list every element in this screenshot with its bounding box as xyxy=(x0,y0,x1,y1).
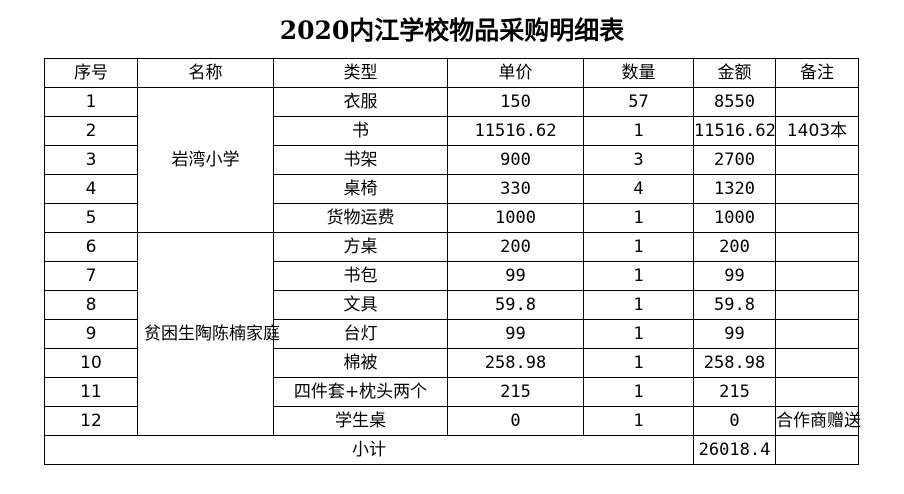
row-qty-cell: 1 xyxy=(583,290,694,320)
row-type-cell: 书 xyxy=(273,116,448,146)
subtotal-row: 小计 26018.4 xyxy=(44,435,859,465)
row-note-cell: 1403本 xyxy=(775,116,859,146)
row-price-cell: 900 xyxy=(447,145,584,175)
row-no-cell: 7 xyxy=(44,261,138,291)
row-type-cell: 学生桌 xyxy=(273,406,448,436)
row-amount-cell: 11516.62 xyxy=(693,116,776,146)
row-amount-cell: 215 xyxy=(693,377,776,407)
row-qty-cell: 1 xyxy=(583,203,694,233)
row-note-cell xyxy=(775,290,859,320)
row-amount-cell: 258.98 xyxy=(693,348,776,378)
subtotal-note-cell xyxy=(775,435,859,465)
header-cell-no: 序号 xyxy=(44,58,138,88)
subtotal-value: 26018.4 xyxy=(693,435,776,465)
row-price-cell: 258.98 xyxy=(447,348,584,378)
row-type-cell: 桌椅 xyxy=(273,174,448,204)
row-no-cell: 9 xyxy=(44,319,138,349)
row-qty-cell: 4 xyxy=(583,174,694,204)
row-qty-cell: 57 xyxy=(583,87,694,117)
row-no-cell: 2 xyxy=(44,116,138,146)
row-note-cell xyxy=(775,87,859,117)
row-price-cell: 99 xyxy=(447,319,584,349)
row-price-cell: 59.8 xyxy=(447,290,584,320)
row-amount-cell: 2700 xyxy=(693,145,776,175)
row-type-cell: 方桌 xyxy=(273,232,448,262)
row-type-cell: 书架 xyxy=(273,145,448,175)
row-qty-cell: 1 xyxy=(583,377,694,407)
row-price-cell: 0 xyxy=(447,406,584,436)
row-amount-cell: 200 xyxy=(693,232,776,262)
row-no-cell: 4 xyxy=(44,174,138,204)
subtotal-label: 小计 xyxy=(44,435,694,465)
row-type-cell: 棉被 xyxy=(273,348,448,378)
row-note-cell xyxy=(775,232,859,262)
row-price-cell: 150 xyxy=(447,87,584,117)
group-name-cell: 岩湾小学 xyxy=(137,87,274,233)
row-note-cell xyxy=(775,203,859,233)
header-cell-qty: 数量 xyxy=(583,58,694,88)
table-row: 1 岩湾小学 衣服 150 57 8550 xyxy=(44,87,859,233)
row-note-cell xyxy=(775,261,859,291)
row-qty-cell: 3 xyxy=(583,145,694,175)
row-price-cell: 200 xyxy=(447,232,584,262)
row-amount-cell: 99 xyxy=(693,319,776,349)
table-row: 9 台灯 99 1 99 xyxy=(44,319,859,349)
header-row: 序号 名称 类型 单价 数量 金额 备注 xyxy=(44,58,859,88)
row-no-cell: 10 xyxy=(44,348,138,378)
header-cell-price: 单价 xyxy=(447,58,584,88)
row-price-cell: 11516.62 xyxy=(447,116,584,146)
row-qty-cell: 1 xyxy=(583,261,694,291)
row-type-cell: 文具 xyxy=(273,290,448,320)
row-amount-cell: 8550 xyxy=(693,87,776,117)
row-amount-cell: 99 xyxy=(693,261,776,291)
table-row: 5 货物运费 1000 1 1000 xyxy=(44,203,859,233)
row-price-cell: 215 xyxy=(447,377,584,407)
row-amount-cell: 1000 xyxy=(693,203,776,233)
row-qty-cell: 1 xyxy=(583,406,694,436)
row-no-cell: 12 xyxy=(44,406,138,436)
row-qty-cell: 1 xyxy=(583,232,694,262)
table-row: 10 棉被 258.98 1 258.98 xyxy=(44,348,859,378)
row-note-cell xyxy=(775,174,859,204)
row-note-cell xyxy=(775,377,859,407)
row-no-cell: 1 xyxy=(44,87,138,117)
row-qty-cell: 1 xyxy=(583,319,694,349)
row-note-cell xyxy=(775,145,859,175)
sheet-title: 2020内江学校物品采购明细表 xyxy=(279,16,625,45)
row-type-cell: 台灯 xyxy=(273,319,448,349)
group-name-cell: 贫困生陶陈楠家庭 xyxy=(137,232,280,436)
row-price-cell: 1000 xyxy=(447,203,584,233)
row-type-cell: 四件套+枕头两个 xyxy=(273,377,448,407)
row-qty-cell: 1 xyxy=(583,348,694,378)
row-type-cell: 书包 xyxy=(273,261,448,291)
row-note-cell: 合作商赠送 xyxy=(775,406,861,436)
row-no-cell: 3 xyxy=(44,145,138,175)
row-qty-cell: 1 xyxy=(583,116,694,146)
header-cell-type: 类型 xyxy=(273,58,448,88)
row-no-cell: 6 xyxy=(44,232,138,262)
row-no-cell: 8 xyxy=(44,290,138,320)
table-row: 6 贫困生陶陈楠家庭 方桌 200 1 200 xyxy=(44,232,859,436)
purchase-table: 序号 名称 类型 单价 数量 金额 备注 1 岩湾小学 衣服 150 57 8550 2 书 1… xyxy=(44,58,861,465)
row-no-cell: 5 xyxy=(44,203,138,233)
header-cell-name: 名称 xyxy=(137,58,274,88)
header-cell-amount: 金额 xyxy=(693,58,776,88)
row-amount-cell: 1320 xyxy=(693,174,776,204)
row-note-cell xyxy=(775,348,859,378)
header-cell-note: 备注 xyxy=(775,58,859,88)
row-type-cell: 货物运费 xyxy=(273,203,448,233)
row-price-cell: 99 xyxy=(447,261,584,291)
row-amount-cell: 59.8 xyxy=(693,290,776,320)
table-row: 4 桌椅 330 4 1320 xyxy=(44,174,859,204)
table-row: 7 书包 99 1 99 xyxy=(44,261,859,291)
row-note-cell xyxy=(775,319,859,349)
table-row: 2 书 11516.62 1 11516.62 1403本 xyxy=(44,116,859,146)
row-amount-cell: 0 xyxy=(693,406,776,436)
row-type-cell: 衣服 xyxy=(273,87,448,117)
row-no-cell: 11 xyxy=(44,377,138,407)
row-price-cell: 330 xyxy=(447,174,584,204)
